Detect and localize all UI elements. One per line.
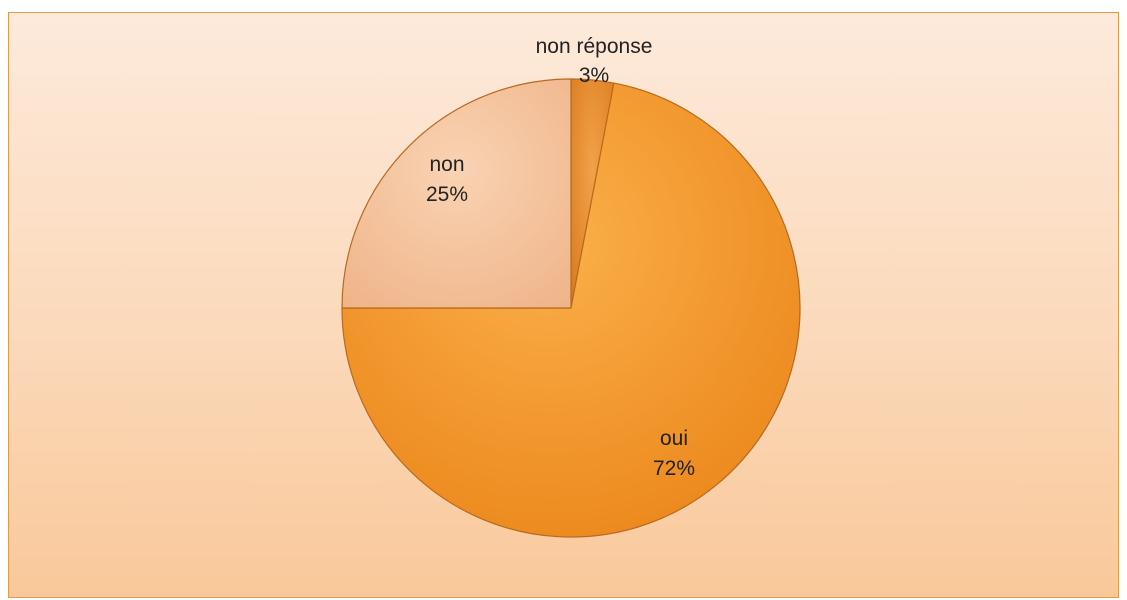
- chart-area: non réponse 3% oui 72% non 25%: [8, 12, 1119, 598]
- slice-percent-oui: 72%: [653, 457, 695, 480]
- slice-label-non-reponse: non réponse: [536, 35, 653, 58]
- slice-label-non: non: [429, 153, 464, 176]
- pie-chart: non réponse 3% oui 72% non 25%: [341, 35, 801, 538]
- slice-percent-non-reponse: 3%: [579, 64, 609, 87]
- slice-percent-non: 25%: [426, 183, 468, 206]
- slice-label-oui: oui: [660, 427, 688, 450]
- pie-slice-non: [341, 78, 572, 309]
- pie-slice-oui: [341, 82, 801, 538]
